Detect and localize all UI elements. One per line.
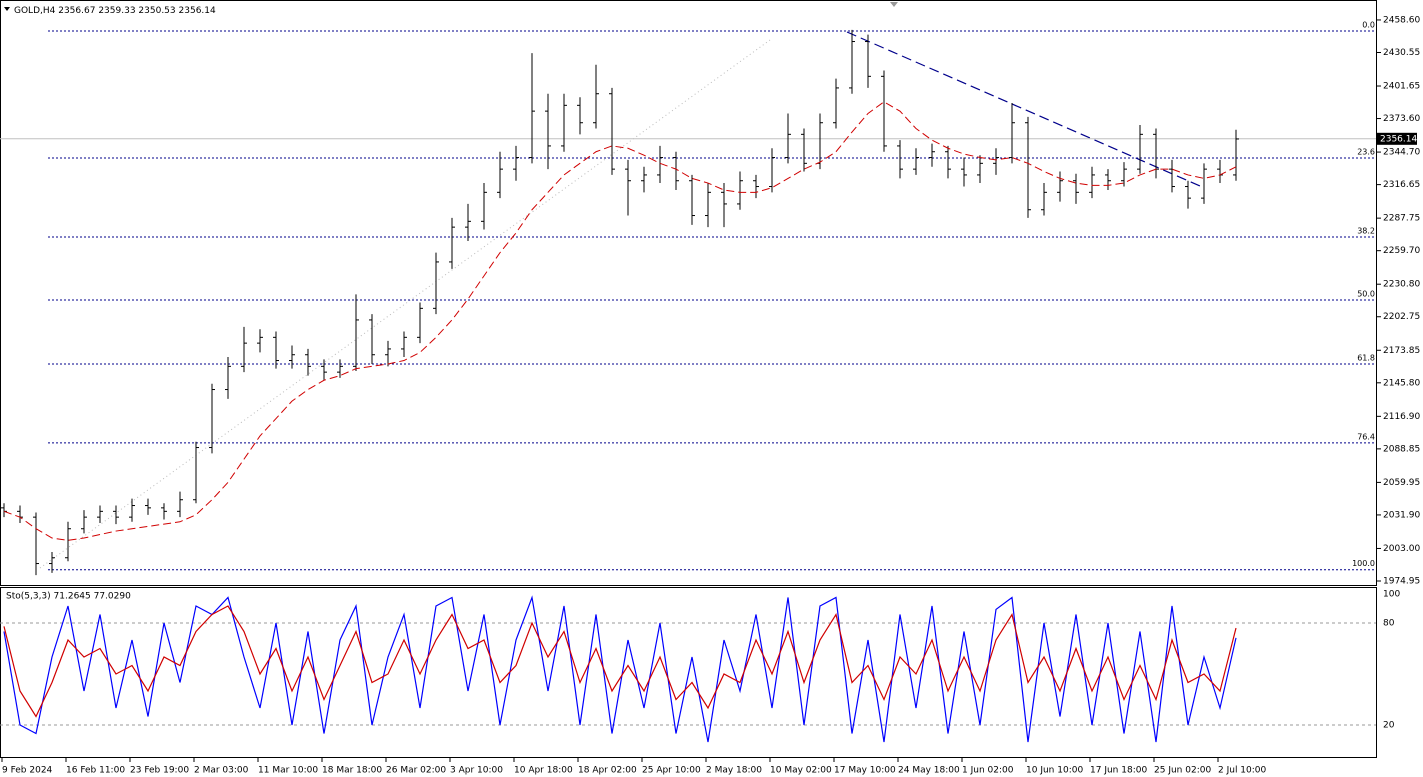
x-tick-label: 10 May 02:00 [770, 766, 832, 776]
y-tick-label: 2344.70 [1383, 148, 1420, 158]
fib-label: 61.8 [1357, 354, 1375, 363]
current-price-box [1377, 132, 1417, 145]
x-tick-label: 17 May 10:00 [834, 766, 896, 776]
stochastic-label: Sto(5,3,3) 71.2645 77.0290 [6, 592, 131, 602]
x-tick-label: 16 Feb 11:00 [66, 766, 125, 776]
fib-label: 23.6 [1357, 147, 1375, 156]
x-tick-label: 26 Mar 02:00 [386, 766, 446, 776]
fib-label: 100.0 [1352, 559, 1375, 568]
x-tick-label: 18 Apr 02:00 [578, 766, 637, 776]
y-tick-label: 2401.65 [1383, 82, 1420, 92]
y-tick-label: 2059.95 [1383, 478, 1420, 488]
stoch-tick-label: 80 [1383, 619, 1395, 629]
y-tick-label: 2003.00 [1383, 544, 1420, 554]
open-value: 2356.67 [58, 6, 95, 16]
header-arrow [4, 7, 10, 11]
y-tick-label: 2145.80 [1383, 378, 1420, 388]
y-tick-label: 2373.60 [1383, 114, 1420, 124]
y-tick-label: 2458.60 [1383, 15, 1420, 25]
low-value: 2350.53 [138, 6, 175, 16]
x-tick-label: 11 Mar 10:00 [258, 766, 318, 776]
fib-label: 0.0 [1362, 20, 1375, 29]
main-panel [0, 0, 1377, 586]
y-tick-label: 2430.55 [1383, 48, 1420, 58]
x-tick-label: 3 Apr 10:00 [450, 766, 503, 776]
y-tick-label: 2173.85 [1383, 346, 1420, 356]
x-tick-label: 1 Jun 02:00 [962, 766, 1014, 776]
y-tick-label: 1974.95 [1383, 576, 1420, 586]
x-tick-label: 23 Feb 19:00 [130, 766, 189, 776]
scroll-marker [890, 2, 898, 7]
fib-label: 38.2 [1357, 226, 1375, 235]
header: GOLD,H4 2356.67 2359.33 2350.53 2356.14 [14, 6, 216, 16]
current-price-label: 2356.14 [1380, 134, 1417, 144]
x-tick-label: 25 Jun 02:00 [1154, 766, 1211, 776]
high-value: 2359.33 [98, 6, 135, 16]
y-tick-label: 2230.80 [1383, 280, 1420, 290]
x-tick-label: 17 Jun 18:00 [1090, 766, 1147, 776]
stoch-line [3, 595, 1237, 743]
fib-label: 76.4 [1357, 432, 1375, 441]
x-tick-label: 10 Jun 10:00 [1026, 766, 1083, 776]
moving-average [3, 101, 1237, 541]
x-tick-label: 2 May 18:00 [706, 766, 762, 776]
stoch-tick-label: 20 [1383, 721, 1395, 731]
y-tick-label: 2088.85 [1383, 444, 1420, 454]
y-tick-label: 2259.70 [1383, 246, 1420, 256]
y-tick-label: 2287.75 [1383, 214, 1420, 224]
fib-label: 50.0 [1357, 289, 1375, 298]
y-tick-label: 2202.75 [1383, 312, 1420, 322]
trend-line [846, 31, 1201, 187]
x-tick-label: 2 Mar 03:00 [194, 766, 249, 776]
x-tick-label: 9 Feb 2024 [2, 766, 53, 776]
y-tick-label: 2031.90 [1383, 510, 1420, 520]
x-tick-label: 24 May 18:00 [898, 766, 960, 776]
y-tick-label: 2316.65 [1383, 180, 1420, 190]
x-tick-label: 18 Mar 18:00 [322, 766, 382, 776]
close-value: 2356.14 [179, 6, 216, 16]
x-tick-label: 2 Jul 10:00 [1218, 766, 1267, 776]
symbol: GOLD,H4 [14, 6, 56, 16]
stoch-tick-label: 100 [1383, 590, 1400, 600]
x-tick-label: 10 Apr 18:00 [514, 766, 573, 776]
y-tick-label: 2116.90 [1383, 412, 1420, 422]
x-tick-label: 25 Apr 10:00 [642, 766, 701, 776]
stoch-line [3, 605, 1237, 718]
